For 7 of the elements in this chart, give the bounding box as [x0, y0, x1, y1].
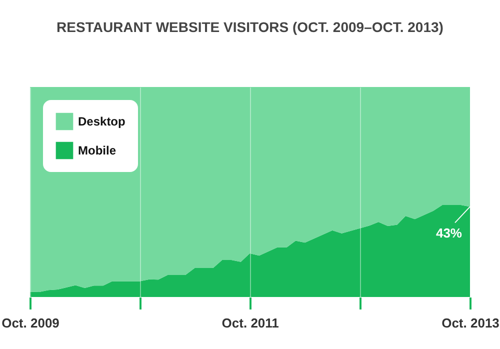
x-tick-label: Oct. 2013	[442, 316, 500, 330]
x-tick-label: Oct. 2011	[222, 316, 279, 330]
annotation: 43%	[436, 226, 462, 241]
chart-title: RESTAURANT WEBSITE VISITORS (OCT. 2009–OCT. 2013)	[56, 19, 444, 35]
legend-label: Mobile	[78, 144, 116, 158]
legend-label: Desktop	[78, 114, 126, 128]
x-tick-label: Oct. 2009	[2, 316, 60, 330]
